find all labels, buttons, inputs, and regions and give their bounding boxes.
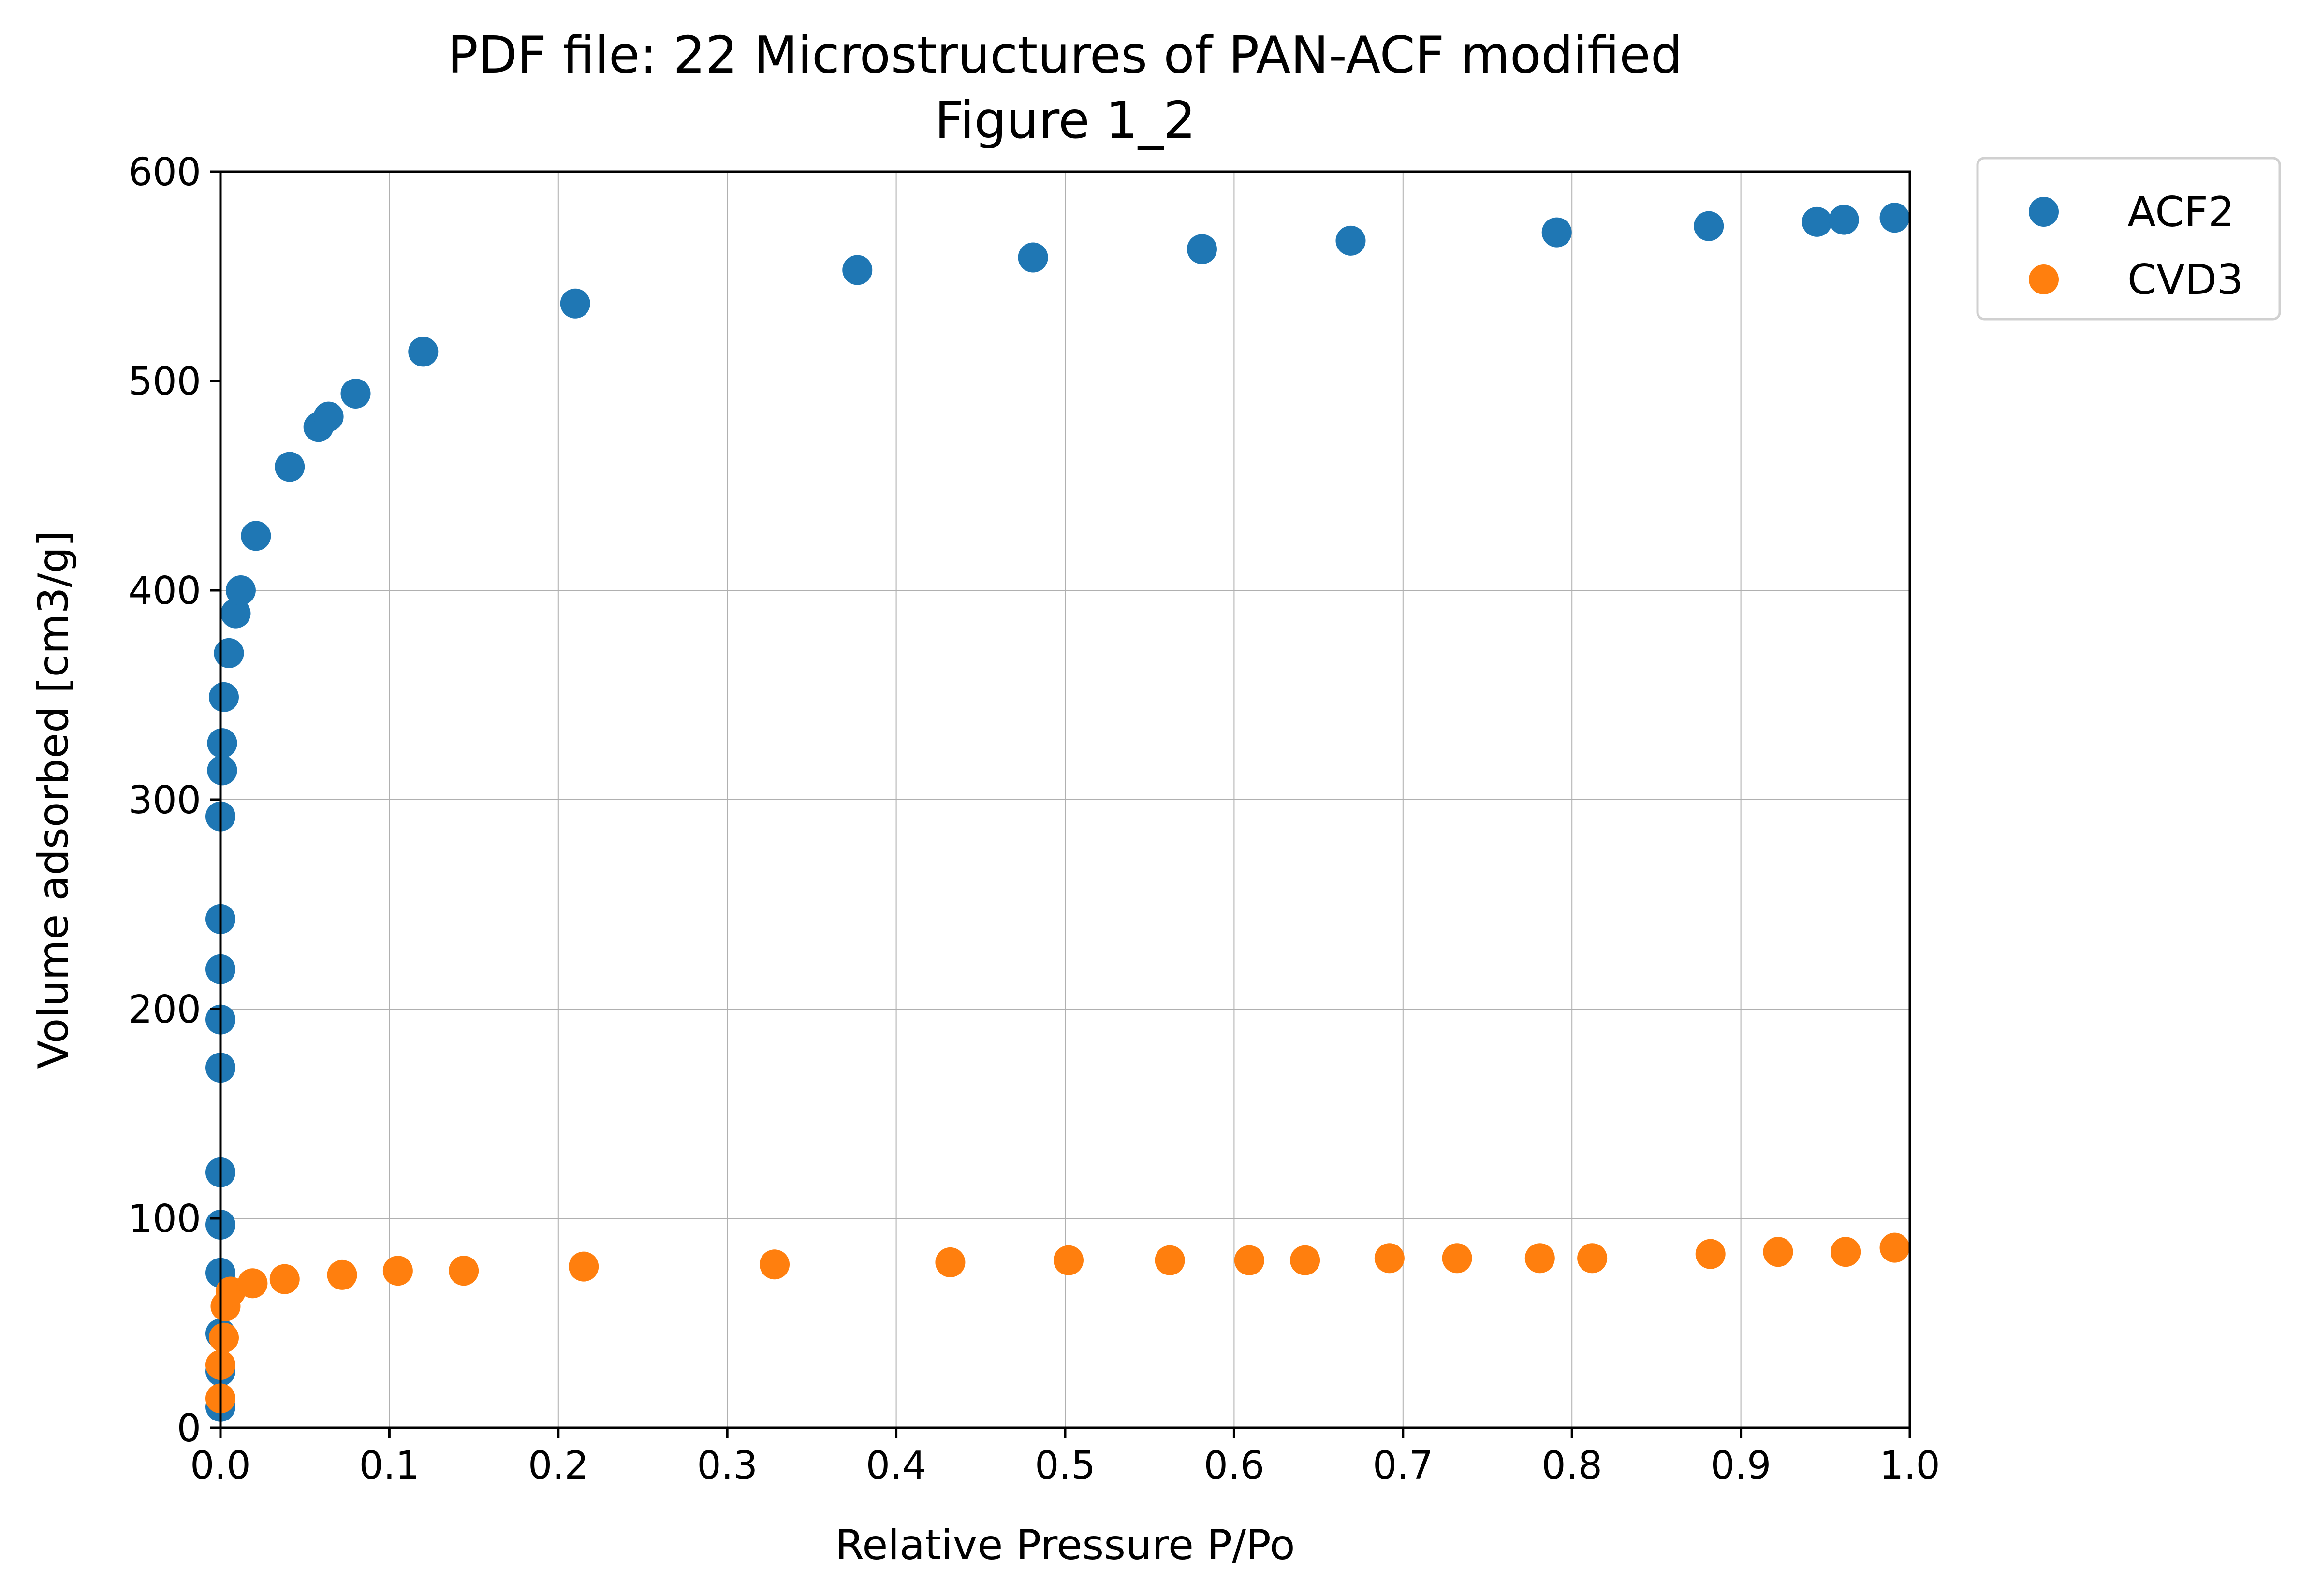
data-point-cvd3: [1290, 1245, 1320, 1275]
data-point-cvd3: [269, 1264, 300, 1294]
data-point-acf2: [1802, 206, 1832, 237]
data-point-acf2: [842, 255, 873, 285]
data-point-acf2: [225, 575, 256, 605]
x-tick-label: 0.3: [697, 1443, 758, 1488]
data-point-acf2: [275, 452, 305, 482]
data-point-acf2: [207, 755, 237, 786]
data-point-acf2: [1187, 234, 1217, 264]
y-tick-label: 100: [128, 1197, 201, 1241]
data-point-cvd3: [935, 1247, 966, 1277]
data-point-cvd3: [1053, 1245, 1084, 1275]
data-point-acf2: [1541, 217, 1572, 248]
axis-ticks: 0.0 0.1 0.2 0.3 0.4 0.5 0.6 0.7 0.8 0.9 1.0 0 100 200…: [128, 150, 1940, 1488]
data-point-cvd3: [1763, 1237, 1793, 1267]
y-tick-label: 0: [177, 1406, 201, 1450]
data-point-cvd3: [1442, 1243, 1472, 1274]
data-point-cvd3: [569, 1251, 599, 1282]
data-point-cvd3: [760, 1249, 790, 1280]
y-tick-label: 400: [128, 569, 201, 613]
data-point-acf2: [220, 598, 251, 629]
y-axis-label: Volume adsorbed [cm3/g]: [29, 530, 78, 1069]
y-tick-label: 300: [128, 778, 201, 822]
data-point-cvd3: [449, 1256, 479, 1286]
legend-label-cvd3: CVD3: [2127, 256, 2243, 304]
x-tick-label: 0.1: [359, 1443, 420, 1488]
data-point-cvd3: [1577, 1243, 1608, 1274]
x-tick-label: 0.0: [190, 1443, 251, 1488]
data-point-acf2: [241, 521, 271, 551]
data-point-acf2: [208, 682, 239, 712]
data-point-acf2: [1694, 211, 1724, 241]
chart-title-line-1: PDF file: 22 Microstructures of PAN-ACF …: [448, 26, 1683, 85]
y-tick-label: 500: [128, 359, 201, 404]
legend-marker-acf2: [2029, 197, 2059, 227]
data-point-cvd3: [382, 1256, 413, 1286]
y-tick-label: 200: [128, 987, 201, 1032]
data-point-cvd3: [1831, 1237, 1861, 1267]
data-point-cvd3: [1695, 1239, 1726, 1269]
data-point-acf2: [340, 378, 371, 409]
data-point-cvd3: [237, 1268, 268, 1299]
data-point-acf2: [408, 337, 439, 367]
x-tick-label: 1.0: [1879, 1443, 1940, 1488]
x-tick-label: 0.8: [1541, 1443, 1602, 1488]
data-series: [205, 203, 1910, 1422]
data-point-cvd3: [1374, 1243, 1405, 1274]
x-tick-label: 0.4: [866, 1443, 927, 1488]
data-point-acf2: [313, 401, 344, 432]
data-point-acf2: [1335, 225, 1366, 256]
data-point-acf2: [1829, 205, 1859, 235]
data-point-acf2: [214, 638, 244, 668]
legend-label-acf2: ACF2: [2127, 188, 2235, 236]
data-point-cvd3: [327, 1259, 357, 1290]
x-tick-label: 0.2: [528, 1443, 589, 1488]
data-point-cvd3: [208, 1322, 239, 1353]
legend: ACF2 CVD3: [1976, 157, 2281, 321]
x-tick-label: 0.7: [1373, 1443, 1434, 1488]
chart-title-line-2: Figure 1_2: [935, 91, 1196, 150]
y-tick-label: 600: [128, 150, 201, 194]
series-cvd3: [205, 1232, 1910, 1414]
data-point-cvd3: [1234, 1245, 1264, 1275]
data-point-acf2: [207, 728, 237, 759]
data-point-cvd3: [1155, 1245, 1185, 1275]
data-point-acf2: [1018, 242, 1048, 273]
data-point-cvd3: [1879, 1232, 1910, 1263]
legend-marker-cvd3: [2029, 264, 2059, 294]
x-axis-label: Relative Pressure P/Po: [835, 1521, 1295, 1569]
x-tick-label: 0.9: [1711, 1443, 1772, 1488]
x-tick-label: 0.5: [1035, 1443, 1096, 1488]
data-point-cvd3: [1524, 1243, 1555, 1274]
x-tick-label: 0.6: [1204, 1443, 1265, 1488]
data-point-acf2: [1879, 203, 1910, 233]
data-point-acf2: [560, 288, 590, 319]
